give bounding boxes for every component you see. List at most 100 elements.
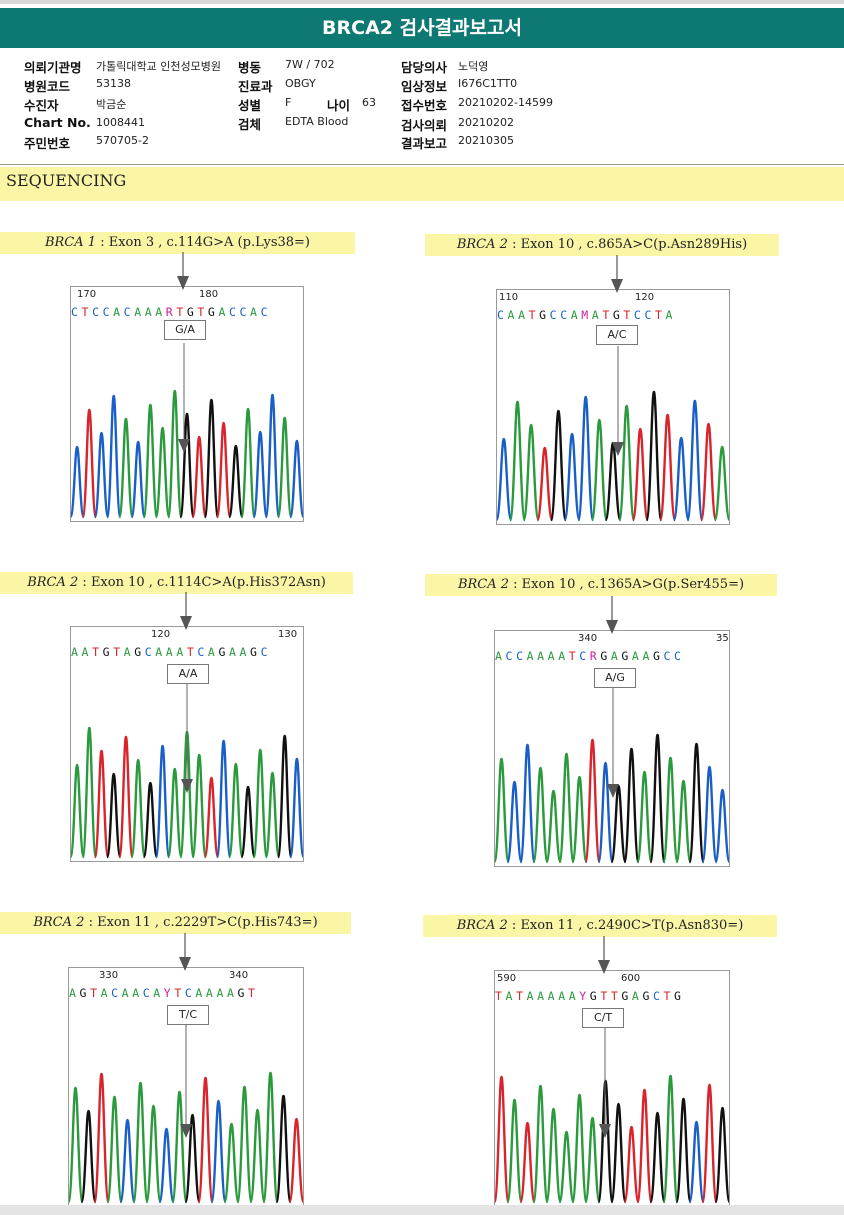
base-letter: A: [631, 989, 643, 1003]
variant-label: BRCA 2 : Exon 10 , c.1114C>A(p.His372Asn…: [0, 572, 353, 594]
gene-name: BRCA 2: [456, 918, 508, 933]
trace-peak: [105, 394, 122, 519]
trace-peak: [675, 1097, 692, 1204]
age-value: 63: [362, 96, 376, 109]
base-letter: T: [197, 305, 208, 319]
gene-name: BRCA 2: [457, 577, 510, 592]
department-value: OBGY: [285, 77, 316, 90]
base-letter: G: [652, 649, 664, 663]
trace-peak: [80, 1109, 97, 1204]
trace-peak: [610, 784, 627, 864]
base-letter: C: [674, 649, 685, 663]
variant-label: BRCA 2 : Exon 10 , c.1365A>G(p.Ser455=): [425, 574, 777, 596]
trace-peak: [203, 776, 220, 859]
base-letter: A: [537, 989, 548, 1003]
clinical-label: 임상정보: [401, 79, 448, 94]
trace-peak: [81, 408, 98, 519]
base-letter: G: [621, 649, 632, 663]
base-letter: A: [570, 308, 582, 322]
trace-peak: [184, 1113, 201, 1204]
genotype-call: G/A: [164, 320, 206, 340]
hospital-code-value: 53138: [96, 77, 131, 90]
gene-name: BRCA 1: [44, 235, 97, 250]
base-letter: A: [216, 986, 227, 1000]
trace-peak: [69, 1086, 84, 1204]
trace-plot: [497, 346, 729, 522]
trace-peak: [227, 444, 244, 519]
base-letter: R: [165, 305, 177, 319]
base-letter: C: [663, 649, 675, 663]
trace-peak: [119, 1118, 136, 1204]
doctor-value: 노덕영: [458, 60, 489, 73]
trace-peak: [545, 789, 562, 864]
base-letter: A: [195, 986, 206, 1000]
base-letter: R: [589, 649, 601, 663]
arrow-down-icon: [180, 1124, 192, 1138]
gene-name: BRCA 2: [27, 575, 79, 590]
arrow-down-icon: [179, 933, 191, 971]
base-letter: C: [71, 305, 82, 319]
patient-info: 의뢰기관명 가톨릭대학교 인천성모병원 병동 7W / 702 담당의사 노덕영…: [0, 50, 844, 164]
trace-peak: [142, 781, 159, 859]
sex-label: 성별: [238, 98, 262, 113]
base-letter: A: [134, 305, 145, 319]
trace-peak: [713, 445, 729, 522]
trace-plot: [69, 1024, 303, 1204]
position-number: 120: [151, 629, 171, 640]
trace-peak: [636, 770, 653, 864]
base-letter: A: [558, 649, 569, 663]
genotype-call: A/A: [167, 664, 209, 684]
resident-id-label: 주민번호: [24, 136, 71, 151]
base-letter: T: [113, 645, 124, 659]
trace-peak: [563, 432, 581, 522]
trace-peak: [223, 1122, 240, 1204]
section-title: SEQUENCING: [6, 171, 127, 190]
trace-peak: [495, 1075, 510, 1204]
trace-peak: [701, 1083, 718, 1204]
base-letter: T: [90, 986, 101, 1000]
trace-plot: [495, 1027, 729, 1204]
base-letter: G: [250, 645, 261, 659]
trace-peak: [215, 739, 232, 859]
base-letter: Y: [163, 986, 175, 1000]
base-letter: T: [623, 308, 634, 322]
base-letter: A: [123, 645, 135, 659]
base-letter: A: [155, 305, 166, 319]
trace-peak: [288, 757, 303, 859]
base-letter: A: [642, 649, 653, 663]
base-letter: G: [642, 989, 653, 1003]
trace-plot: [71, 683, 303, 859]
top-border: [0, 0, 844, 4]
request-value: 20210202: [458, 116, 514, 129]
trace-peak: [658, 413, 677, 522]
chromatogram: 330 340 AGTACAACAYTCAAAAGT T/C: [68, 967, 304, 1207]
base-letter: C: [633, 308, 645, 322]
base-letter: A: [558, 989, 569, 1003]
base-letter: C: [505, 649, 517, 663]
base-letter: C: [111, 986, 122, 1000]
trace-peak: [688, 1120, 705, 1204]
base-letter: G: [674, 989, 685, 1003]
base-letter: Y: [579, 989, 590, 1003]
base-letter: T: [81, 305, 93, 319]
base-letter: A: [69, 986, 80, 1000]
chromatogram: 110 120 CAATGCCAMATGTCCTA A/C: [496, 289, 730, 525]
base-letter: C: [644, 308, 655, 322]
trace-peak: [558, 752, 575, 864]
base-letter: C: [228, 305, 240, 319]
trace-peak: [545, 1107, 562, 1204]
trace-peak: [584, 1116, 601, 1204]
base-sequence: AGTACAACAYTCAAAAGT: [69, 986, 303, 1000]
base-letter: A: [121, 986, 133, 1000]
trace-plot: [495, 687, 729, 864]
base-letter: G: [207, 305, 219, 319]
base-letter: A: [228, 645, 240, 659]
base-letter: A: [81, 645, 93, 659]
trace-peak: [145, 1104, 162, 1204]
trace-peak: [81, 726, 98, 859]
base-letter: T: [92, 645, 103, 659]
base-letter: A: [591, 308, 603, 322]
patient-value: 박금순: [96, 98, 127, 111]
trace-peak: [215, 421, 232, 519]
variant-label: BRCA 1 : Exon 3 , c.114G>A (p.Lys38=): [0, 232, 355, 254]
